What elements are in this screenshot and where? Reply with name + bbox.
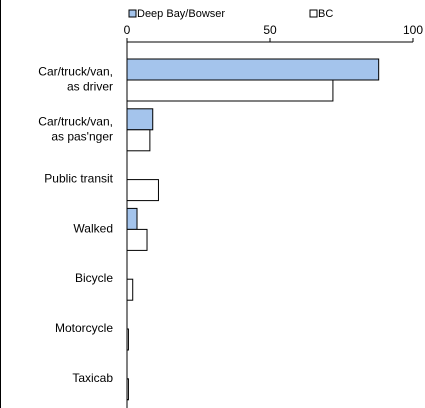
y-tick-label: Taxicab <box>72 371 113 385</box>
y-tick-label: Motorcycle <box>55 321 113 335</box>
x-tick-label: 0 <box>124 23 131 37</box>
bar <box>126 278 134 301</box>
bar <box>126 328 129 351</box>
y-tick-label: Walked <box>73 222 113 236</box>
bar <box>126 108 154 131</box>
bar <box>126 79 334 102</box>
y-tick-label: Car/truck/van, as pas'nger <box>38 114 113 143</box>
bar <box>126 179 159 202</box>
legend-swatch <box>309 9 318 18</box>
legend-swatch <box>128 9 137 18</box>
x-tick-label: 50 <box>263 23 277 37</box>
legend-label: Deep Bay/Bowser <box>137 8 225 20</box>
bar <box>126 207 138 230</box>
bar <box>126 378 129 401</box>
y-tick-label: Public transit <box>44 172 113 186</box>
x-tick-label: 100 <box>403 23 423 37</box>
y-tick-label: Car/truck/van, as driver <box>38 65 113 94</box>
bar <box>126 58 380 81</box>
legend-label: BC <box>318 8 333 20</box>
y-tick-label: Bicycle <box>75 271 113 285</box>
bar <box>126 129 151 152</box>
bar <box>126 228 148 251</box>
